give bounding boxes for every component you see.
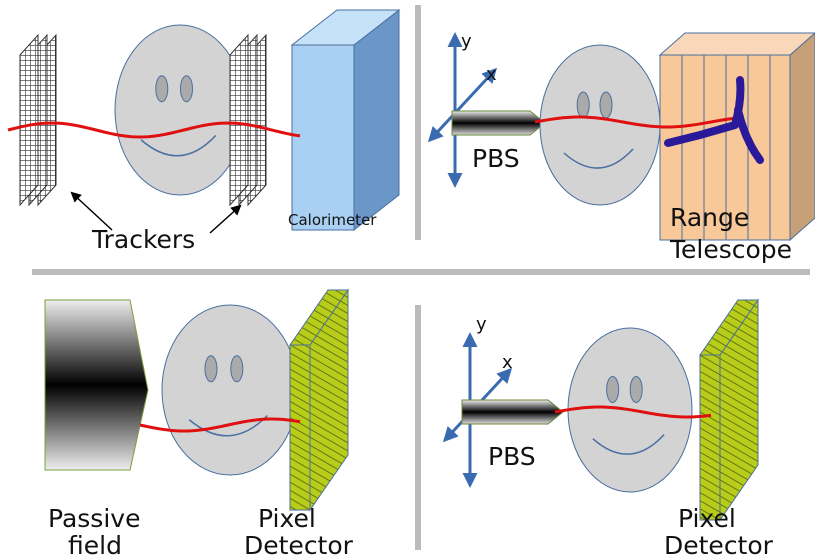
eye <box>606 376 620 403</box>
beam-label: PBS <box>472 144 520 173</box>
shapes <box>7 5 815 550</box>
particle-track <box>554 405 712 419</box>
beam-label: PBS <box>488 442 536 471</box>
tracker-plane <box>229 33 249 207</box>
eye <box>629 376 643 403</box>
passive-field <box>44 299 149 471</box>
box-side <box>789 32 815 242</box>
particle-track <box>7 121 301 139</box>
particle-track <box>534 115 744 129</box>
smile <box>592 434 665 455</box>
detector-label: Pixel <box>678 504 736 533</box>
x-axis-label: x <box>486 64 497 85</box>
particle-track <box>139 417 301 433</box>
eye <box>599 91 613 119</box>
box-front <box>291 44 355 231</box>
face <box>114 24 246 196</box>
pointer <box>70 191 113 231</box>
tracker-plane <box>19 33 39 207</box>
eye <box>576 91 590 119</box>
smile <box>140 134 217 157</box>
detector-label: Range <box>670 203 749 232</box>
calorimeter-label: Calorimeter <box>288 211 377 229</box>
box-top <box>658 32 815 56</box>
box-side <box>353 8 400 232</box>
eye <box>180 75 193 103</box>
beam <box>461 399 564 425</box>
beam <box>451 110 546 136</box>
eye <box>204 355 218 383</box>
source-label: Passive <box>48 504 140 533</box>
box-front <box>289 344 311 511</box>
y-axis-label: y <box>461 31 472 52</box>
shower-track <box>664 76 764 164</box>
pointer <box>209 204 242 234</box>
smile <box>563 148 634 169</box>
detector-label: Detector <box>244 531 354 557</box>
detector-label: Telescope <box>669 235 792 264</box>
y-axis-label: y <box>476 314 487 335</box>
eye <box>155 75 169 103</box>
box-front <box>699 354 721 521</box>
smile <box>188 414 268 437</box>
x-axis-label: x <box>502 352 513 373</box>
detector-label: Pixel <box>258 504 316 533</box>
trackers-label: Trackers <box>91 225 195 254</box>
detector-label: Detector <box>664 531 774 557</box>
face <box>161 304 299 476</box>
eye <box>230 355 244 383</box>
axis <box>427 67 498 143</box>
source-label: field <box>68 531 122 557</box>
